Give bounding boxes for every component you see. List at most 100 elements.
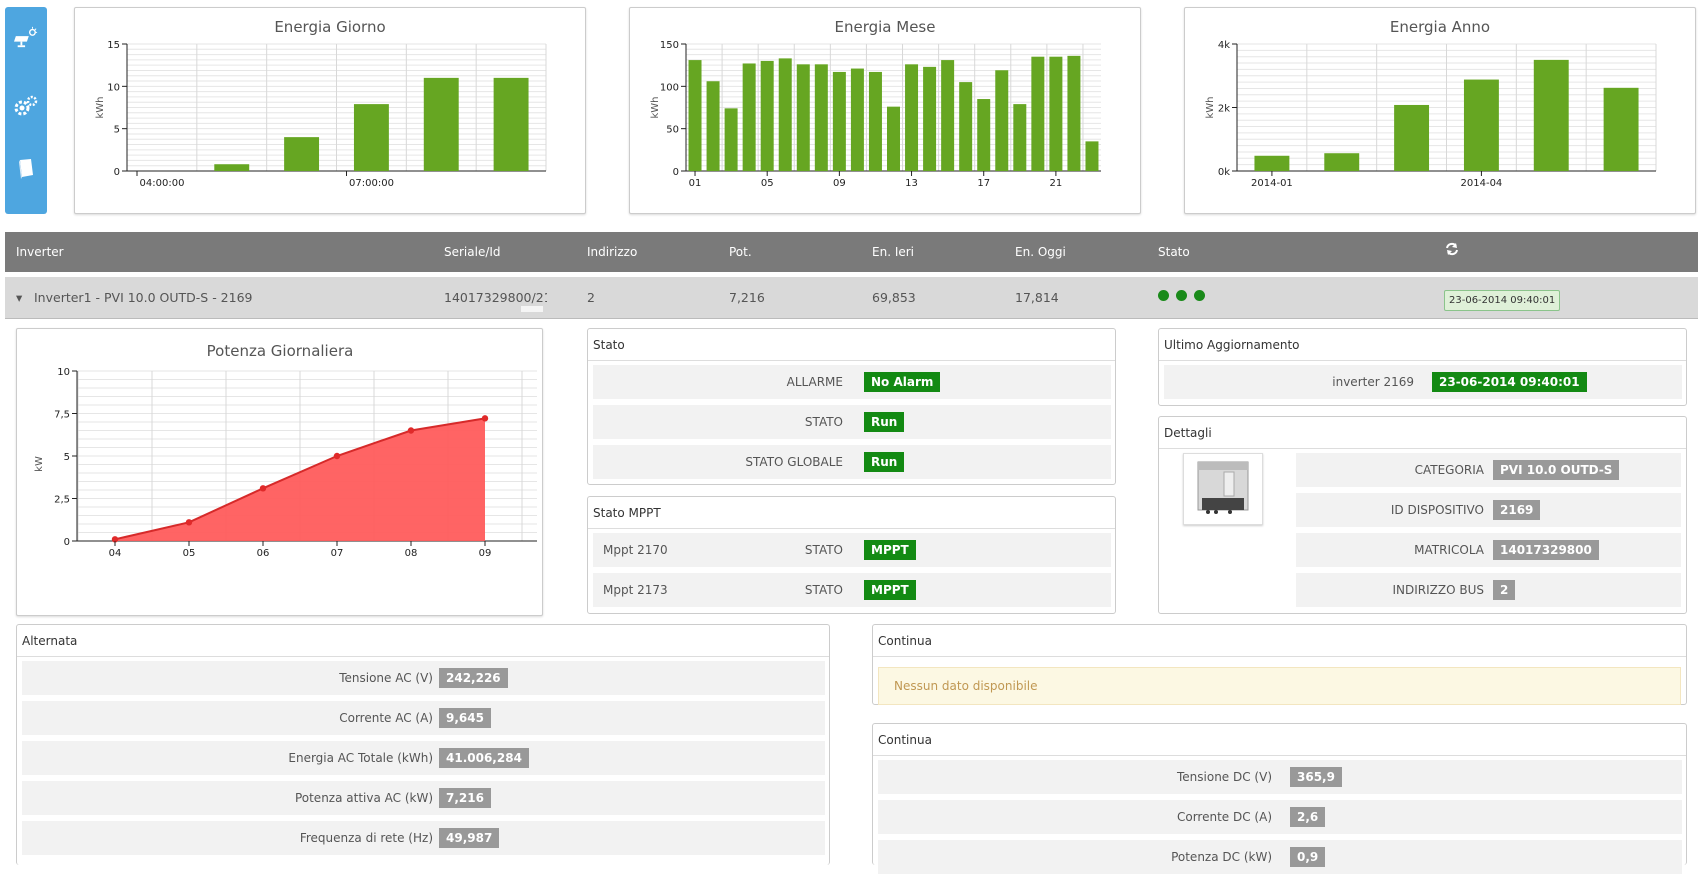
stato-panel: Stato ALLARME No Alarm STATO Run STATO G… — [587, 328, 1116, 485]
mppt-row: Mppt 2170 STATO MPPT — [593, 533, 1111, 567]
data-point — [333, 452, 341, 460]
y-tick-label: 10 — [107, 82, 120, 93]
panel-header: Alternata — [17, 625, 829, 657]
mppt-name: Mppt 2173 — [603, 583, 668, 597]
bar — [941, 60, 955, 171]
y-tick-label: 0k — [1218, 167, 1230, 178]
status-badge: No Alarm — [864, 372, 941, 392]
gears-icon[interactable] — [14, 94, 38, 118]
alternata-panel: Alternata Tensione AC (V) 242,226 Corren… — [16, 624, 830, 865]
y-tick-label: 100 — [660, 82, 679, 93]
potenza-giornaliera-chart: Potenza Giornaliera 0 2,5 5 7,5 10 kW 04 05 06 07 0… — [16, 328, 543, 616]
x-tick-label: 2014-01 — [1251, 178, 1293, 189]
panel-header: Ultimo Aggiornamento — [1159, 329, 1686, 361]
bar — [1533, 59, 1569, 171]
bar — [1603, 87, 1639, 171]
bar — [706, 81, 720, 171]
kv-label: STATO — [804, 415, 843, 429]
refresh-icon[interactable] — [1445, 242, 1459, 259]
mppt-name: Mppt 2170 — [603, 543, 668, 557]
data-point — [407, 427, 415, 434]
x-tick-label: 09 — [833, 178, 846, 189]
panel-title: Alternata — [22, 634, 78, 648]
area-fill — [115, 418, 485, 541]
inverter-row[interactable]: ▾ Inverter1 - PVI 10.0 OUTD-S - 2169 140… — [5, 277, 1698, 319]
timestamp-value: 23-06-2014 09:40:01 — [1432, 372, 1587, 392]
bar — [688, 60, 702, 171]
header-seriale: Seriale/Id — [444, 245, 501, 259]
y-tick-label: 5 — [64, 452, 70, 463]
kv-value: 14017329800 — [1493, 540, 1599, 560]
ultimo-row: inverter 2169 23-06-2014 09:40:01 — [1164, 365, 1682, 399]
stato-row-allarme: ALLARME No Alarm — [593, 365, 1111, 399]
solar-panel-icon[interactable] — [14, 25, 38, 49]
y-tick-label: 7,5 — [54, 410, 70, 421]
y-tick-label: 15 — [107, 40, 120, 51]
continua-panel: Continua Tensione DC (V) 365,9 Corrente … — [872, 723, 1687, 874]
inverter-name: Inverter1 - PVI 10.0 OUTD-S - 2169 — [34, 290, 253, 305]
data-point — [259, 485, 267, 492]
x-tick-label: 2014-04 — [1461, 178, 1503, 189]
kv-label: MATRICOLA — [1414, 543, 1484, 557]
bar — [887, 106, 900, 171]
no-data-alert: Nessun dato disponibile — [878, 667, 1681, 705]
bar — [423, 77, 459, 171]
kv-label: CATEGORIA — [1414, 463, 1484, 477]
expand-caret-icon[interactable]: ▾ — [16, 290, 23, 305]
dettagli-panel: Dettagli CATEGORIA PVI 10.0 OUTD-S ID DI… — [1158, 416, 1687, 614]
mppt-row: Mppt 2173 STATO MPPT — [593, 573, 1111, 607]
bar — [1049, 56, 1063, 172]
x-tick-label: 04 — [109, 548, 122, 559]
x-tick-label: 05 — [183, 548, 196, 559]
header-en-ieri: En. Ieri — [872, 245, 915, 259]
panel-title: Stato — [593, 338, 625, 352]
inverter-address: 2 — [587, 290, 595, 305]
bar — [724, 108, 738, 171]
bar — [1013, 104, 1027, 171]
kv-label: Potenza DC (kW) — [1171, 850, 1272, 864]
bar — [959, 82, 973, 171]
energia-mese-chart: Energia Mese 0 50 100 150 kWh 01 05 09 13 17 21 — [629, 7, 1141, 214]
book-icon[interactable] — [14, 157, 38, 181]
dettagli-row: CATEGORIA PVI 10.0 OUTD-S — [1296, 453, 1681, 487]
kv-value: 9,645 — [439, 708, 491, 728]
y-tick-label: 0 — [673, 167, 679, 178]
y-axis-label: kWh — [650, 96, 661, 118]
horizontal-scrollbar[interactable] — [521, 306, 543, 312]
data-point — [481, 415, 489, 422]
dettagli-row: ID DISPOSITIVO 2169 — [1296, 493, 1681, 527]
data-point — [185, 519, 193, 526]
kv-value: 2 — [1493, 580, 1516, 600]
panel-header: Stato — [588, 329, 1115, 361]
bar — [796, 64, 810, 171]
bar — [905, 64, 919, 171]
bar — [850, 68, 864, 171]
energia-giorno-plot: 0 5 10 15 kWh 04:00:00 07:00:00 — [95, 40, 547, 189]
status-badge: Run — [864, 452, 905, 472]
y-tick-label: 50 — [666, 125, 679, 136]
kv-label: inverter 2169 — [1332, 375, 1414, 389]
header-inverter: Inverter — [16, 245, 64, 259]
continua-row: Potenza DC (kW) 0,9 — [878, 840, 1682, 874]
inverter-power: 7,216 — [729, 290, 765, 305]
kv-label: Energia AC Totale (kWh) — [288, 751, 433, 765]
chart-title: Energia Giorno — [274, 18, 386, 36]
kv-label: Corrente AC (A) — [339, 711, 433, 725]
potenza-plot: Potenza Giornaliera 0 2,5 5 7,5 10 kW 04 05 06 07 0… — [34, 342, 537, 559]
energia-anno-plot: 0k 2k 4k kWh 2014-01 2014-04 — [1205, 40, 1657, 189]
x-tick-label: 08 — [405, 548, 418, 559]
kv-value: 2,6 — [1290, 807, 1326, 827]
y-tick-label: 10 — [57, 367, 70, 378]
panel-title: Ultimo Aggiornamento — [1164, 338, 1300, 352]
panel-header: Continua — [873, 625, 1686, 657]
energia-mese-plot: 0 50 100 150 kWh 01 05 09 13 17 21 — [650, 40, 1101, 189]
energia-giorno-chart: Energia Giorno 0 5 10 15 kWh 04:00:00 07:00:00 — [74, 7, 586, 214]
y-axis-label: kWh — [1205, 96, 1216, 118]
alternata-row: Frequenza di rete (Hz) 49,987 — [22, 821, 825, 855]
status-badge: MPPT — [864, 540, 916, 560]
bar — [1031, 56, 1045, 172]
x-tick-label: 01 — [689, 178, 702, 189]
status-badge: MPPT — [864, 580, 916, 600]
y-tick-label: 2,5 — [54, 495, 70, 506]
continua-row: Corrente DC (A) 2,6 — [878, 800, 1682, 834]
